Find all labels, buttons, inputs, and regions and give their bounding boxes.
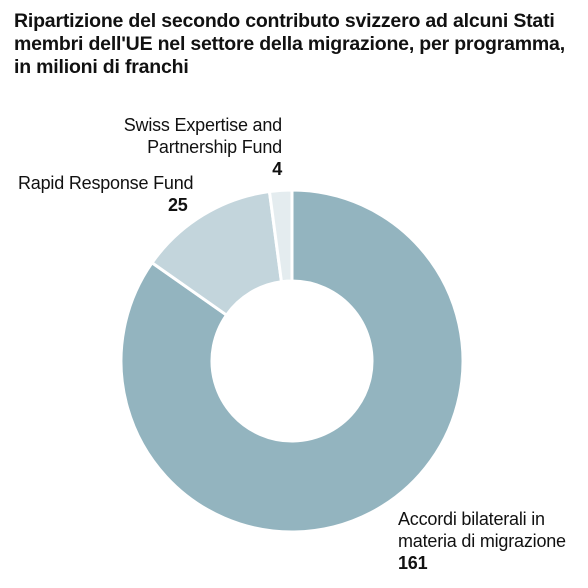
slice-swiss-expertise xyxy=(267,188,294,284)
chart-title-line: Ripartizione del secondo contributo sviz… xyxy=(14,10,555,32)
slice-value: 25 xyxy=(168,195,188,215)
chart-title: Ripartizione del secondo contributo sviz… xyxy=(14,10,574,79)
slice-value: 4 xyxy=(272,159,282,179)
slice-label-line: Rapid Response Fund xyxy=(18,173,194,193)
slice-label-line: materia di migrazione xyxy=(398,531,566,551)
chart-title-line: in milioni di franchi xyxy=(14,56,189,78)
slice-label-line: Swiss Expertise and xyxy=(123,115,282,135)
slice-label-swiss-expertise: Swiss Expertise and Partnership Fund 4 xyxy=(124,114,282,180)
slice-label-accordi-bilaterali: Accordi bilaterali in materia di migrazi… xyxy=(398,508,566,574)
slice-accordi-bilaterali xyxy=(119,188,465,534)
slice-value: 161 xyxy=(398,553,428,573)
slice-label-line: Accordi bilaterali in xyxy=(398,509,545,529)
slice-label-line: Partnership Fund xyxy=(147,137,282,157)
slice-label-rapid-response: Rapid Response Fund 25 xyxy=(18,172,194,216)
chart-title-line: membri dell'UE nel settore della migrazi… xyxy=(14,33,565,55)
